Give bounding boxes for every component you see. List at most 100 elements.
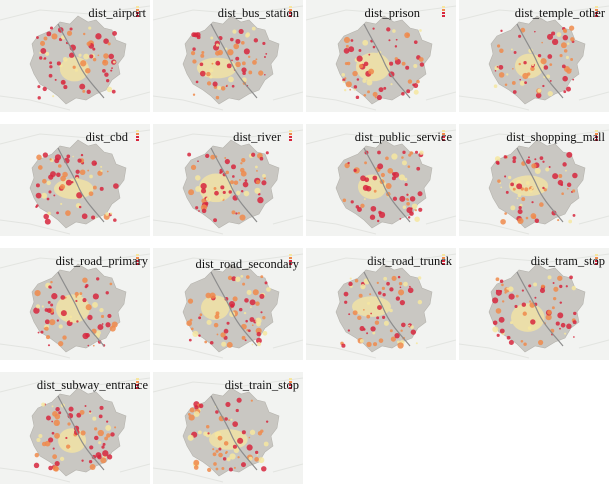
heat-cell — [187, 298, 194, 304]
heat-cell — [543, 65, 549, 70]
panel-title: dist_road_trunck — [367, 254, 452, 268]
heat-cell — [80, 60, 87, 67]
heat-cell — [190, 164, 197, 171]
heat-cell — [69, 447, 72, 451]
heat-cell — [389, 329, 393, 333]
heat-cell — [212, 448, 215, 451]
heat-cell — [378, 211, 386, 218]
heat-cell — [259, 156, 264, 161]
heat-cell — [203, 431, 208, 437]
heat-cell — [237, 456, 240, 459]
heat-cell — [81, 459, 84, 462]
river-line — [516, 271, 564, 347]
heat-cell — [531, 63, 535, 67]
heat-cell — [233, 466, 236, 469]
heat-cell — [383, 276, 388, 281]
heat-cell — [383, 86, 387, 90]
heat-cell — [542, 160, 545, 163]
heat-cell — [58, 324, 63, 329]
terrain-lines — [153, 5, 303, 111]
heat-cell — [206, 81, 212, 86]
river-line — [210, 271, 258, 347]
heat-cell — [56, 61, 61, 66]
map-panel-dist-bus-station: dist_bus_station — [153, 0, 303, 112]
heat-cell — [374, 320, 380, 325]
heat-cell — [523, 342, 527, 346]
heat-cell — [377, 163, 384, 170]
heat-cell — [360, 203, 365, 208]
heat-cell — [399, 299, 406, 306]
heat-cell — [372, 331, 376, 335]
legend-swatch — [595, 133, 598, 135]
heat-cell — [237, 437, 244, 444]
heat-cell — [518, 34, 522, 38]
heat-cell — [235, 61, 241, 68]
heat-cell — [517, 209, 523, 215]
heat-cell — [66, 154, 71, 159]
heat-cell — [569, 275, 573, 280]
heat-cell — [263, 441, 269, 447]
heat-cell — [542, 84, 545, 88]
heat-cell — [512, 156, 517, 161]
heat-cell — [231, 59, 233, 62]
heat-cell — [225, 401, 231, 408]
heat-cell — [495, 277, 500, 282]
heat-cell — [343, 36, 351, 44]
heat-cell — [512, 90, 517, 94]
legend-swatch — [136, 139, 139, 141]
heat-cell — [186, 320, 192, 327]
heat-cell — [230, 418, 233, 421]
heat-cell — [382, 293, 386, 297]
heat-cell — [205, 292, 212, 299]
heat-cell — [102, 442, 106, 446]
heat-cell — [404, 32, 411, 39]
heat-cell — [35, 205, 38, 209]
heat-cell — [197, 430, 202, 435]
heat-cell — [388, 39, 391, 42]
heat-cell — [562, 28, 567, 33]
legend-swatch — [595, 139, 598, 141]
heat-cell — [557, 275, 563, 281]
heat-cell — [342, 198, 347, 203]
heat-cell — [224, 157, 227, 159]
heat-cell — [349, 277, 352, 280]
heat-cell — [83, 53, 90, 60]
heat-cell — [65, 436, 68, 440]
heat-cell — [215, 95, 220, 100]
heat-cell — [401, 322, 406, 328]
heat-cell — [251, 324, 254, 327]
heat-cell — [33, 307, 40, 314]
heat-cell — [193, 465, 199, 470]
heat-cell — [343, 291, 349, 297]
heat-cell — [501, 283, 504, 287]
legend-swatch — [136, 384, 139, 386]
heat-cell — [547, 275, 552, 280]
heat-cell — [51, 33, 58, 40]
heat-cell — [385, 182, 392, 189]
heat-cell — [198, 210, 200, 212]
city-map — [0, 377, 150, 483]
heat-cell — [563, 90, 567, 94]
heat-cell — [507, 175, 512, 180]
heat-cell — [89, 174, 93, 179]
heat-cell — [114, 426, 117, 429]
city-map — [306, 129, 456, 235]
heat-cell — [86, 41, 91, 46]
river-line — [363, 23, 411, 99]
heat-cell — [501, 300, 505, 303]
heat-cell — [62, 335, 67, 340]
heat-cell — [362, 78, 367, 83]
terrain-lines — [306, 129, 456, 235]
heat-cell — [259, 293, 265, 299]
heat-cell — [111, 67, 113, 70]
heat-cell — [235, 38, 241, 44]
heat-cell — [85, 67, 91, 74]
heat-cell — [54, 158, 60, 164]
heat-cell — [559, 301, 563, 304]
legend-swatch — [136, 263, 139, 265]
heat-cell — [236, 397, 242, 403]
legend-swatch — [136, 9, 139, 11]
heat-cell — [376, 94, 382, 101]
heat-core — [58, 428, 87, 453]
